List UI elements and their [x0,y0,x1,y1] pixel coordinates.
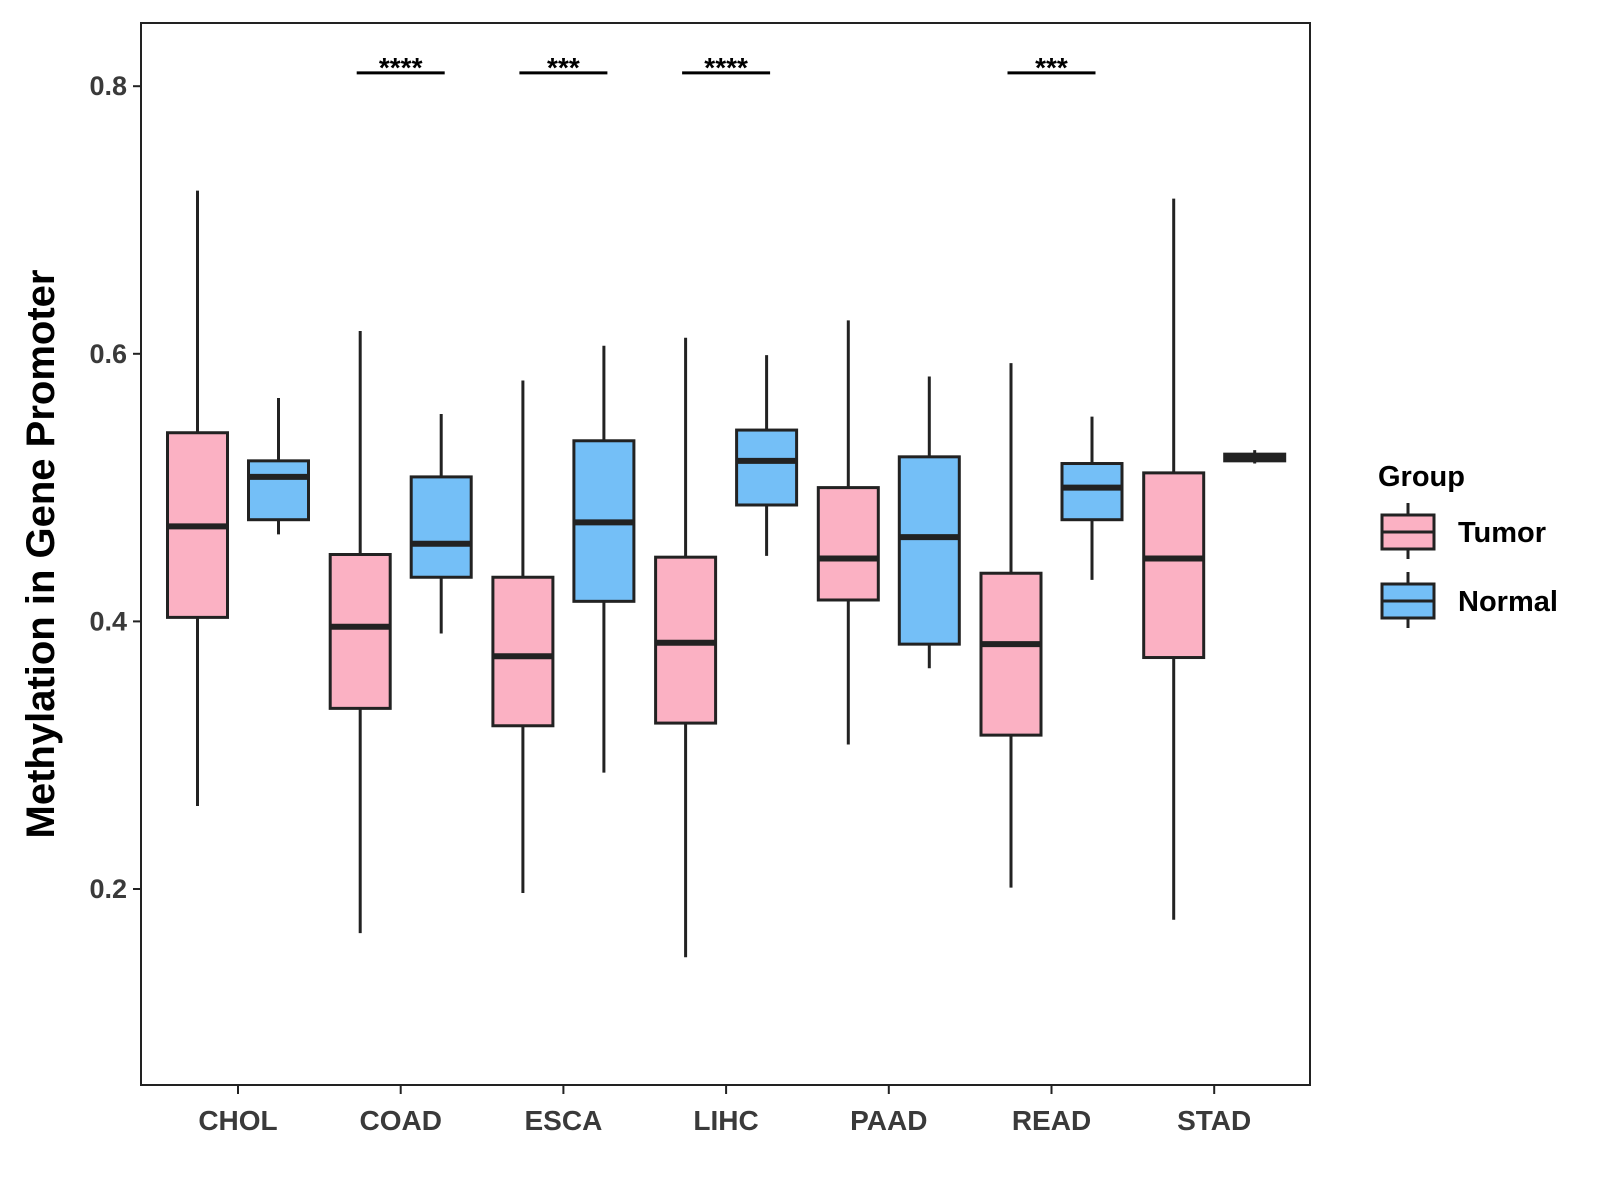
y-axis-label: Methylation in Gene Promoter [19,270,63,839]
box-normal-read [1060,416,1124,580]
box-body [979,571,1043,737]
box-normal-stad [1223,450,1287,464]
significance-layer: **** *** **** *** [356,52,1096,83]
box-body [897,455,961,646]
box-normal-chol [247,397,310,535]
box-tumor-lihc [654,337,718,958]
legend-label-tumor: Tumor [1458,517,1546,549]
significance-label: **** [379,52,423,83]
legend-key-normal [1380,572,1436,630]
y-tick-label: 0.6 [89,339,127,369]
legend-title: Group [1378,461,1465,493]
significance-label: *** [1035,52,1068,83]
box-tumor-esca [491,380,555,894]
y-tick-label: 0.2 [89,874,127,904]
box-tumor-stad [1142,198,1206,920]
x-tick-label: LIHC [693,1105,758,1136]
box-tumor-chol [166,190,229,807]
box-normal-paad [897,376,961,669]
x-axis: CHOL COAD ESCA LIHC PAAD READ STAD [198,1085,1251,1136]
box-body [1142,471,1206,660]
box-body [491,575,555,728]
box-body [247,459,310,522]
x-tick-label: COAD [359,1105,441,1136]
x-tick-label: READ [1012,1105,1091,1136]
significance-label: *** [547,52,580,83]
y-tick-label: 0.4 [89,606,127,636]
box-normal-coad [409,414,473,634]
plot-panel [140,22,1311,1086]
x-tick-label: ESCA [525,1105,603,1136]
box-body [1060,462,1124,522]
box-tumor-paad [816,320,880,745]
x-tick-label: PAAD [850,1105,927,1136]
legend-label-normal: Normal [1458,586,1558,618]
box-normal-esca [572,345,636,773]
legend: Group Tumor Normal [1378,461,1558,630]
legend-key-tumor [1380,503,1436,561]
x-tick-label: CHOL [198,1105,277,1136]
box-body [409,475,473,579]
box-body [328,553,392,710]
x-tick-label: STAD [1177,1105,1251,1136]
box-normal-lihc [735,355,799,556]
box-body [735,428,799,507]
box-tumor-coad [328,331,392,934]
box-tumor-read [979,363,1043,888]
box-body [816,486,880,602]
y-axis: 0.2 0.4 0.6 0.8 [89,71,141,904]
significance-label: **** [704,52,748,83]
y-tick-label: 0.8 [89,71,127,101]
box-layer [166,190,1287,958]
